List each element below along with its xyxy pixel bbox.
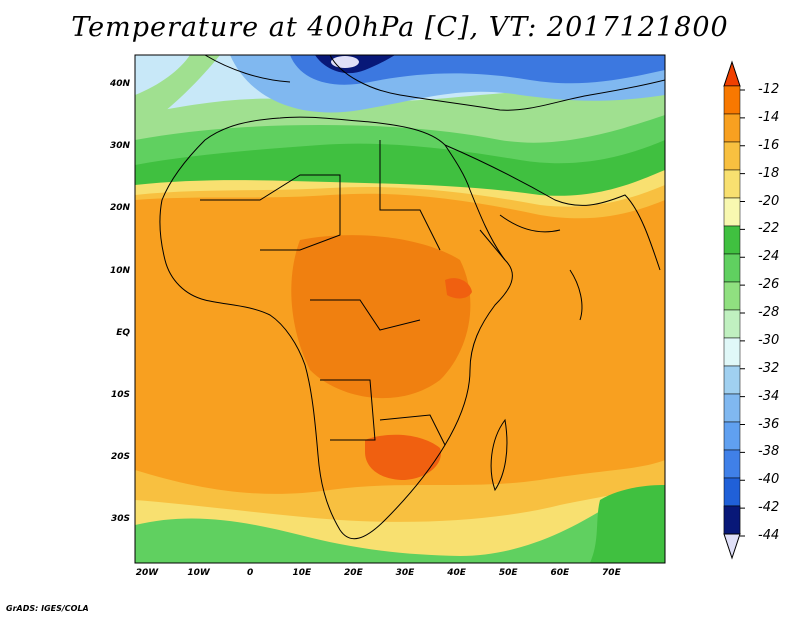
colorbar-segment [723,337,741,367]
south-green-band [135,488,665,563]
colorbar [723,60,745,560]
x-tick-label: 0 [247,568,254,578]
colorbar-segment [723,141,741,171]
y-tick-label: 30S [110,514,130,525]
x-tick-label: 70E [602,568,621,578]
colorbar-segment [723,85,741,115]
x-tick-label: 10E [292,568,312,578]
colorbar-segment [723,169,741,199]
colorbar-segment [723,421,741,451]
colorbar-segment [723,281,741,311]
x-tick-label: 30E [395,568,415,578]
colorbar-label: -30 [758,332,780,348]
colorbar-label: -14 [758,109,780,125]
colorbar-label: -34 [758,388,780,404]
colorbar-label: -38 [758,444,780,460]
y-tick-label: 10N [109,265,130,276]
ethiopia-hot-spot [445,278,472,299]
west-light-blue [135,55,190,95]
colorbar-label: -12 [758,82,780,97]
cold-core [331,56,359,68]
south-hot-spot [365,434,441,480]
y-tick-label: 30N [109,141,130,152]
colorbar-top-arrow [723,60,741,87]
colorbar-segment [723,449,741,479]
x-tick-label: 40E [447,568,466,578]
north-blue [290,55,665,85]
x-tick-label: 20W [135,568,159,578]
y-tick-label: 40N [109,79,130,89]
colorbar-segment [723,505,741,535]
x-tick-label: 10W [187,568,210,578]
colorbar-label: -28 [758,305,780,320]
colorbar-segment [723,225,741,255]
x-tick-label: 50E [498,568,518,578]
temperature-field [135,55,665,563]
y-tick-label: 20S [110,452,130,463]
colorbar-segment [723,365,741,395]
colorbar-label: -20 [758,193,780,209]
colorbar-label: -36 [758,416,780,432]
colorbar-label: -18 [758,165,780,181]
colorbar-label: -42 [758,500,780,516]
colorbar-segment [723,477,741,507]
colorbar-label: -40 [758,472,780,488]
colorbar-segment [723,253,741,283]
map-title: Temperature at 400hPa [C], VT: 201712180… [71,12,729,43]
x-tick-label: 20E [344,568,363,578]
y-tick-label: 20N [109,203,130,214]
colorbar-segment [723,113,741,143]
colorbar-segment [723,197,741,227]
colorbar-label: -22 [758,221,780,237]
colorbar-label: -32 [758,360,780,376]
credit-text: GrADS: IGES/COLA [6,604,89,613]
coastlines [159,55,665,540]
x-tick-label: 60E [550,568,570,578]
plot-frame [134,54,666,564]
y-tick-label: EQ [116,327,130,338]
colorbar-label: -44 [758,528,780,543]
colorbar-label: -24 [758,249,780,265]
colorbar-bottom-arrow [723,533,741,560]
colorbar-label: -26 [758,277,780,293]
y-tick-label: 10S [110,390,130,400]
colorbar-segment [723,309,741,339]
south-green-dark [590,485,665,563]
central-dark-orange [291,235,471,399]
colorbar-segment [723,393,741,423]
colorbar-label: -16 [758,137,780,153]
